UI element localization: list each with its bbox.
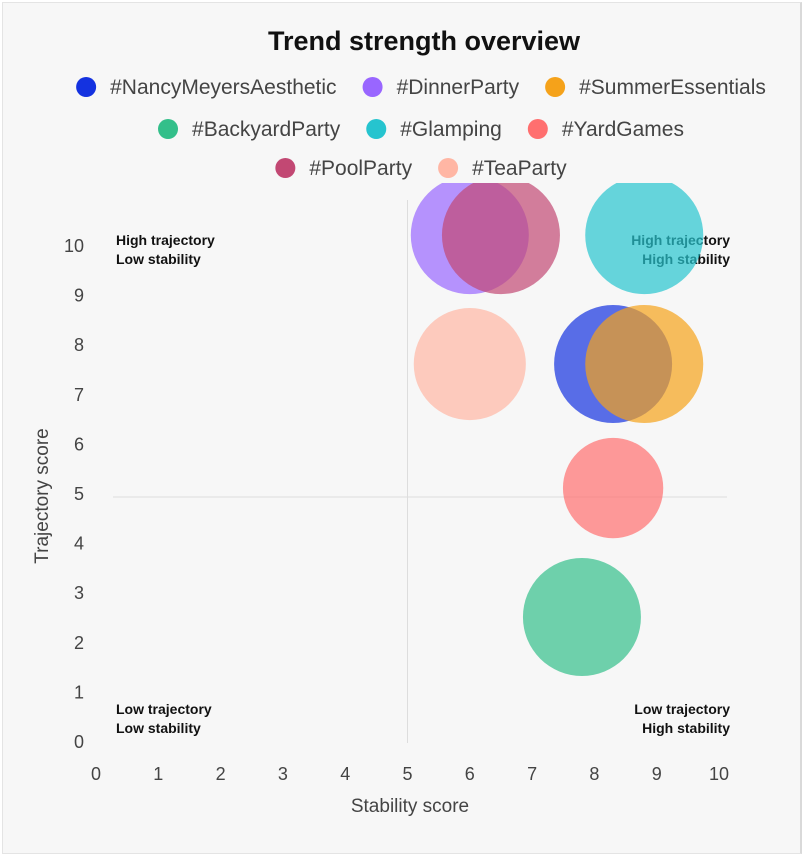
y-tick-label: 6 <box>74 434 84 454</box>
legend-marker <box>275 158 296 178</box>
quadrant-label-bottom-right-line1: Low trajectory <box>634 701 730 717</box>
bubble-poolparty[interactable] <box>441 176 560 295</box>
y-tick-label: 9 <box>74 286 84 306</box>
legend-label: #NancyMeyersAesthetic <box>110 76 336 99</box>
x-tick-label: 7 <box>527 764 537 784</box>
x-tick-label: 6 <box>465 764 475 784</box>
legend-label: #PoolParty <box>309 157 412 180</box>
legend-label: #SummerEssentials <box>579 76 766 99</box>
y-axis-label: Trajectory score <box>32 428 53 564</box>
legend-marker <box>158 119 179 139</box>
x-axis-label: Stability score <box>351 796 469 817</box>
y-tick-label: 7 <box>74 385 84 405</box>
quadrant-label-bottom-left-line2: Low stability <box>116 720 201 736</box>
quadrant-label-top-left-line1: High trajectory <box>116 232 215 248</box>
bubble-backyardparty[interactable] <box>522 558 641 676</box>
x-tick-label: 10 <box>709 764 729 784</box>
y-tick-label: 3 <box>74 583 84 603</box>
legend-marker <box>362 77 383 97</box>
bubble-summeressentials[interactable] <box>585 305 704 424</box>
x-tick-label: 9 <box>652 764 662 784</box>
x-tick-label: 4 <box>340 764 350 784</box>
bubble-yardgames[interactable] <box>562 437 664 539</box>
quadrant-label-top-left-line2: Low stability <box>116 251 201 267</box>
y-tick-label: 8 <box>74 335 84 355</box>
x-tick-label: 1 <box>153 764 163 784</box>
y-tick-label: 1 <box>74 682 84 702</box>
legend-label: #BackyardParty <box>192 118 341 141</box>
legend-label: #Glamping <box>400 118 502 141</box>
legend-marker <box>76 77 97 97</box>
x-tick-label: 8 <box>589 764 599 784</box>
bubbles-layer <box>410 176 704 676</box>
y-tick-label: 5 <box>74 484 84 504</box>
bubble-glamping[interactable] <box>585 176 704 295</box>
quadrant-label-bottom-left-line1: Low trajectory <box>116 701 212 717</box>
x-tick-label: 2 <box>216 764 226 784</box>
x-tick-label: 3 <box>278 764 288 784</box>
legend-label: #YardGames <box>562 118 684 141</box>
y-tick-label: 2 <box>74 633 84 653</box>
legend-marker <box>366 119 387 139</box>
legend-label: #DinnerParty <box>397 76 520 99</box>
legend-marker <box>527 119 548 139</box>
legend-marker <box>438 158 459 178</box>
bubble-teaparty[interactable] <box>413 307 526 421</box>
x-tick-label: 5 <box>402 764 412 784</box>
y-tick-label: 10 <box>64 236 84 256</box>
legend-label: #TeaParty <box>472 157 567 180</box>
x-tick-label: 0 <box>91 764 101 784</box>
y-tick-label: 4 <box>74 534 84 554</box>
chart-title: Trend strength overview <box>268 26 581 56</box>
legend-marker <box>545 77 566 97</box>
y-tick-label: 0 <box>74 732 84 752</box>
quadrant-label-bottom-right-line2: High stability <box>642 720 730 736</box>
